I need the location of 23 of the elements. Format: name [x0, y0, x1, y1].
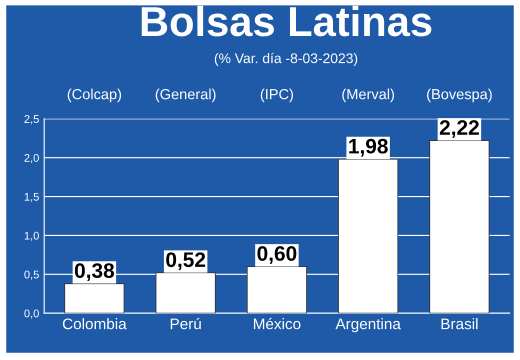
x-tick-label: Argentina	[335, 318, 401, 332]
text: (Colcap)	[68, 88, 122, 102]
y-tick-label: 0,5	[24, 270, 39, 280]
chart-title: Bolsas Latinas	[142, 6, 432, 36]
data-label: 0,38	[74, 263, 114, 281]
y-tick-label: 1,5	[24, 192, 39, 202]
x-tick-label: Perú	[170, 318, 201, 330]
y-tick-label: 2,5	[24, 115, 39, 124]
y-tick-label: 2,0	[24, 154, 39, 164]
data-label: 0,52	[166, 252, 206, 270]
text: (IPC)	[260, 88, 294, 102]
text: (General)	[156, 88, 216, 102]
chart-subtitle: (% Var. día -8-03-2023)	[214, 52, 358, 66]
text: (Bovespa)	[427, 88, 492, 102]
x-tick-label: Colombia	[62, 318, 127, 330]
x-tick-label: México	[254, 318, 300, 330]
data-label: 1,98	[349, 138, 388, 157]
x-tick-label: Brasil	[442, 318, 478, 330]
y-tick-label: 0,0	[24, 309, 39, 319]
data-label: 2,22	[440, 120, 479, 138]
data-label: 0,60	[257, 246, 296, 264]
text: (Merval)	[342, 88, 394, 102]
y-tick-label: 1,0	[24, 232, 39, 241]
